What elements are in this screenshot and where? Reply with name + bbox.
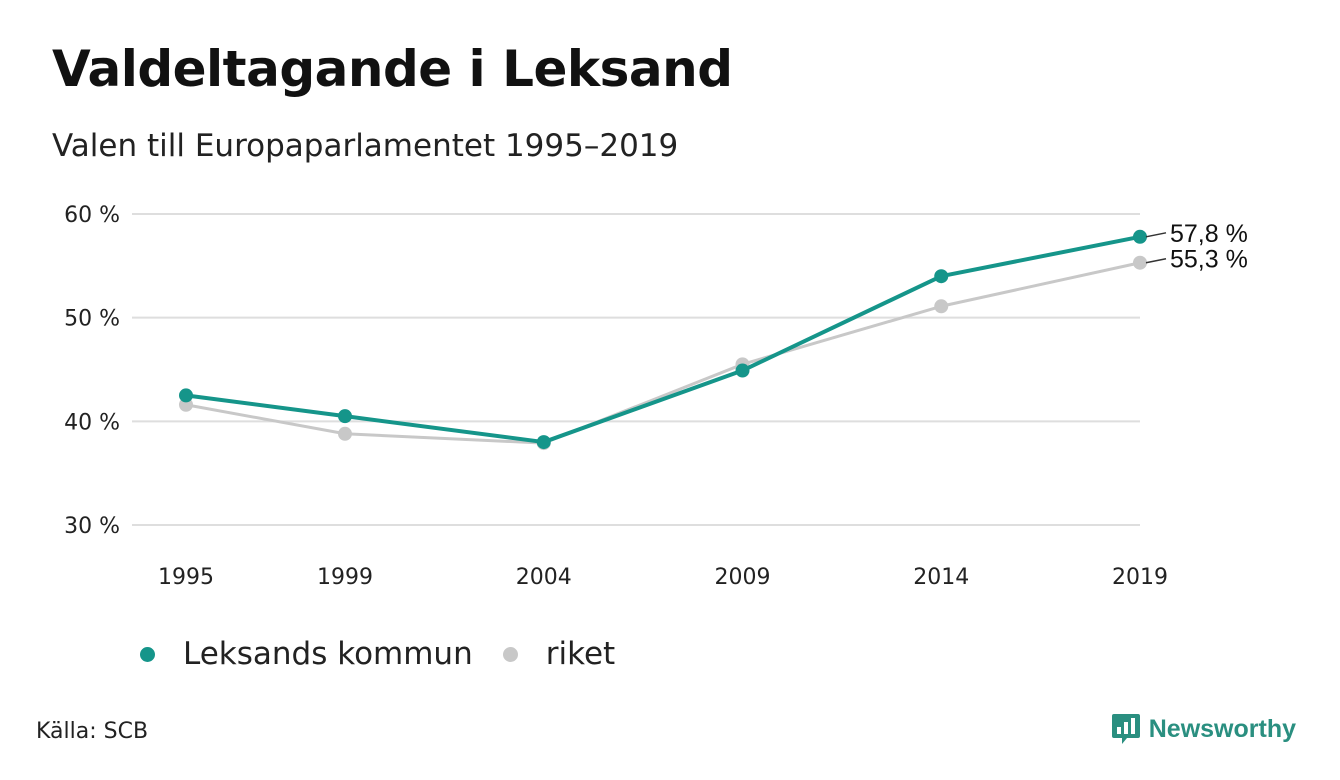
x-tick-label: 1995 (158, 565, 214, 590)
chart-title: Valdeltagande i Leksand (52, 40, 733, 98)
line-chart: 30 % 40 % 50 % 60 % 1995 1999 2004 2009 2014 2019… (64, 203, 1248, 590)
source-note: Källa: SCB (36, 719, 149, 744)
y-tick-label: 50 % (64, 307, 120, 332)
y-tick-label: 30 % (64, 514, 120, 539)
y-tick-label: 60 % (64, 203, 120, 228)
end-label-leader-riket (1145, 257, 1167, 264)
x-tick-label: 1999 (317, 565, 373, 590)
data-point-riket (934, 299, 949, 314)
chart-legend: Leksands kommun riket (140, 636, 615, 672)
data-point-kommun (338, 409, 352, 424)
brand-name: Newsworthy (1148, 714, 1296, 743)
x-tick-label: 2019 (1112, 565, 1168, 590)
data-point-kommun (735, 363, 750, 378)
x-tick-label: 2014 (913, 565, 969, 590)
legend-label-riket: riket (545, 636, 616, 672)
end-label-leader-kommun (1145, 232, 1167, 238)
y-tick-label: 40 % (64, 410, 120, 435)
data-point-kommun (1133, 229, 1147, 244)
data-point-riket (1133, 255, 1147, 270)
series-line-kommun (185, 234, 1141, 445)
legend-item-riket[interactable]: riket (502, 636, 616, 672)
data-point-kommun (536, 435, 551, 450)
x-tick-label: 2009 (715, 565, 771, 590)
legend-dot-kommun (140, 646, 155, 662)
legend-label-kommun: Leksands kommun (183, 636, 473, 672)
chart-subtitle: Valen till Europaparlamentet 1995–2019 (52, 128, 679, 164)
legend-item-kommun[interactable]: Leksands kommun (140, 636, 473, 672)
data-point-kommun (934, 269, 949, 284)
data-point-kommun (179, 388, 193, 403)
x-tick-label: 2004 (516, 565, 572, 590)
brand-logo[interactable]: Newsworthy (1111, 712, 1296, 746)
end-label-kommun: 57,8 % (1170, 220, 1248, 248)
series-line-riket (185, 261, 1141, 445)
legend-dot-riket (502, 646, 518, 662)
data-point-riket (338, 426, 352, 441)
end-label-riket: 55,3 % (1170, 246, 1248, 274)
newsworthy-logo-icon (1111, 714, 1140, 744)
